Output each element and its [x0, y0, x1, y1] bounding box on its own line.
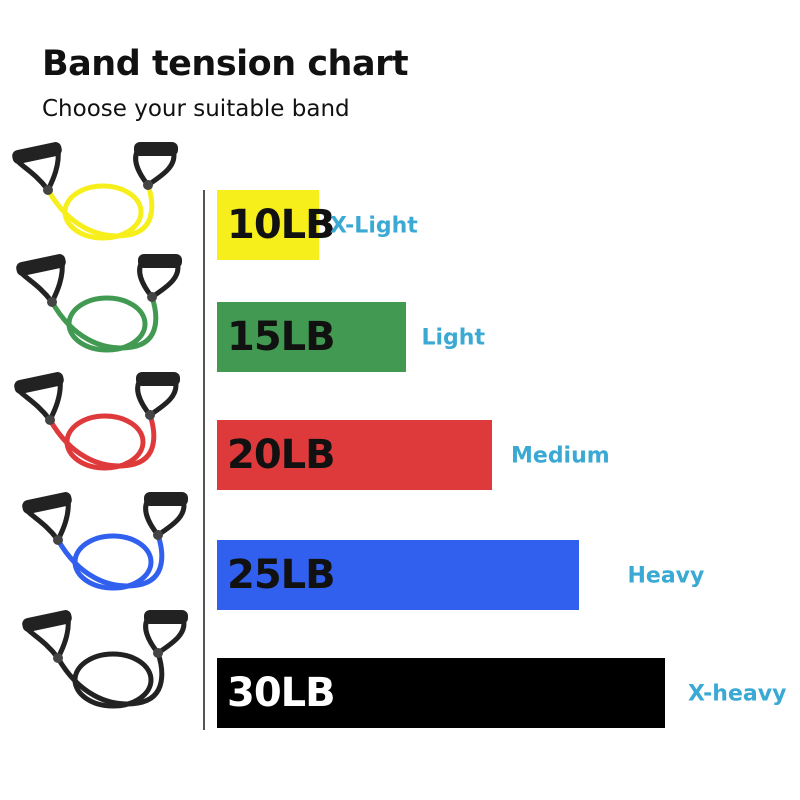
level-label: X-Light	[330, 213, 418, 239]
bar-15lb: 15LB	[217, 302, 406, 372]
chart-subtitle: Choose your suitable band	[42, 96, 350, 122]
resistance-band-icon	[22, 492, 188, 591]
resistance-band-icon	[12, 142, 178, 241]
bar-label: 15LB	[227, 314, 336, 360]
resistance-band-icon	[22, 610, 188, 709]
resistance-band-icon	[16, 254, 182, 353]
resistance-band-icon	[14, 372, 180, 471]
bar-30lb: 30LB	[217, 658, 665, 728]
bar-label: 30LB	[227, 670, 336, 716]
bar-10lb: 10LB	[217, 190, 336, 260]
bar-25lb: 25LB	[217, 540, 579, 610]
bar-label: 20LB	[227, 432, 336, 478]
bar-label: 10LB	[227, 202, 336, 248]
level-label: Heavy	[627, 563, 705, 589]
level-label: Medium	[511, 443, 610, 469]
bar-20lb: 20LB	[217, 420, 492, 490]
axis-line	[203, 190, 205, 730]
chart-title: Band tension chart	[42, 44, 409, 84]
level-label: Light	[421, 325, 486, 351]
bar-label: 25LB	[227, 552, 336, 598]
level-label: X-heavy	[688, 681, 787, 707]
